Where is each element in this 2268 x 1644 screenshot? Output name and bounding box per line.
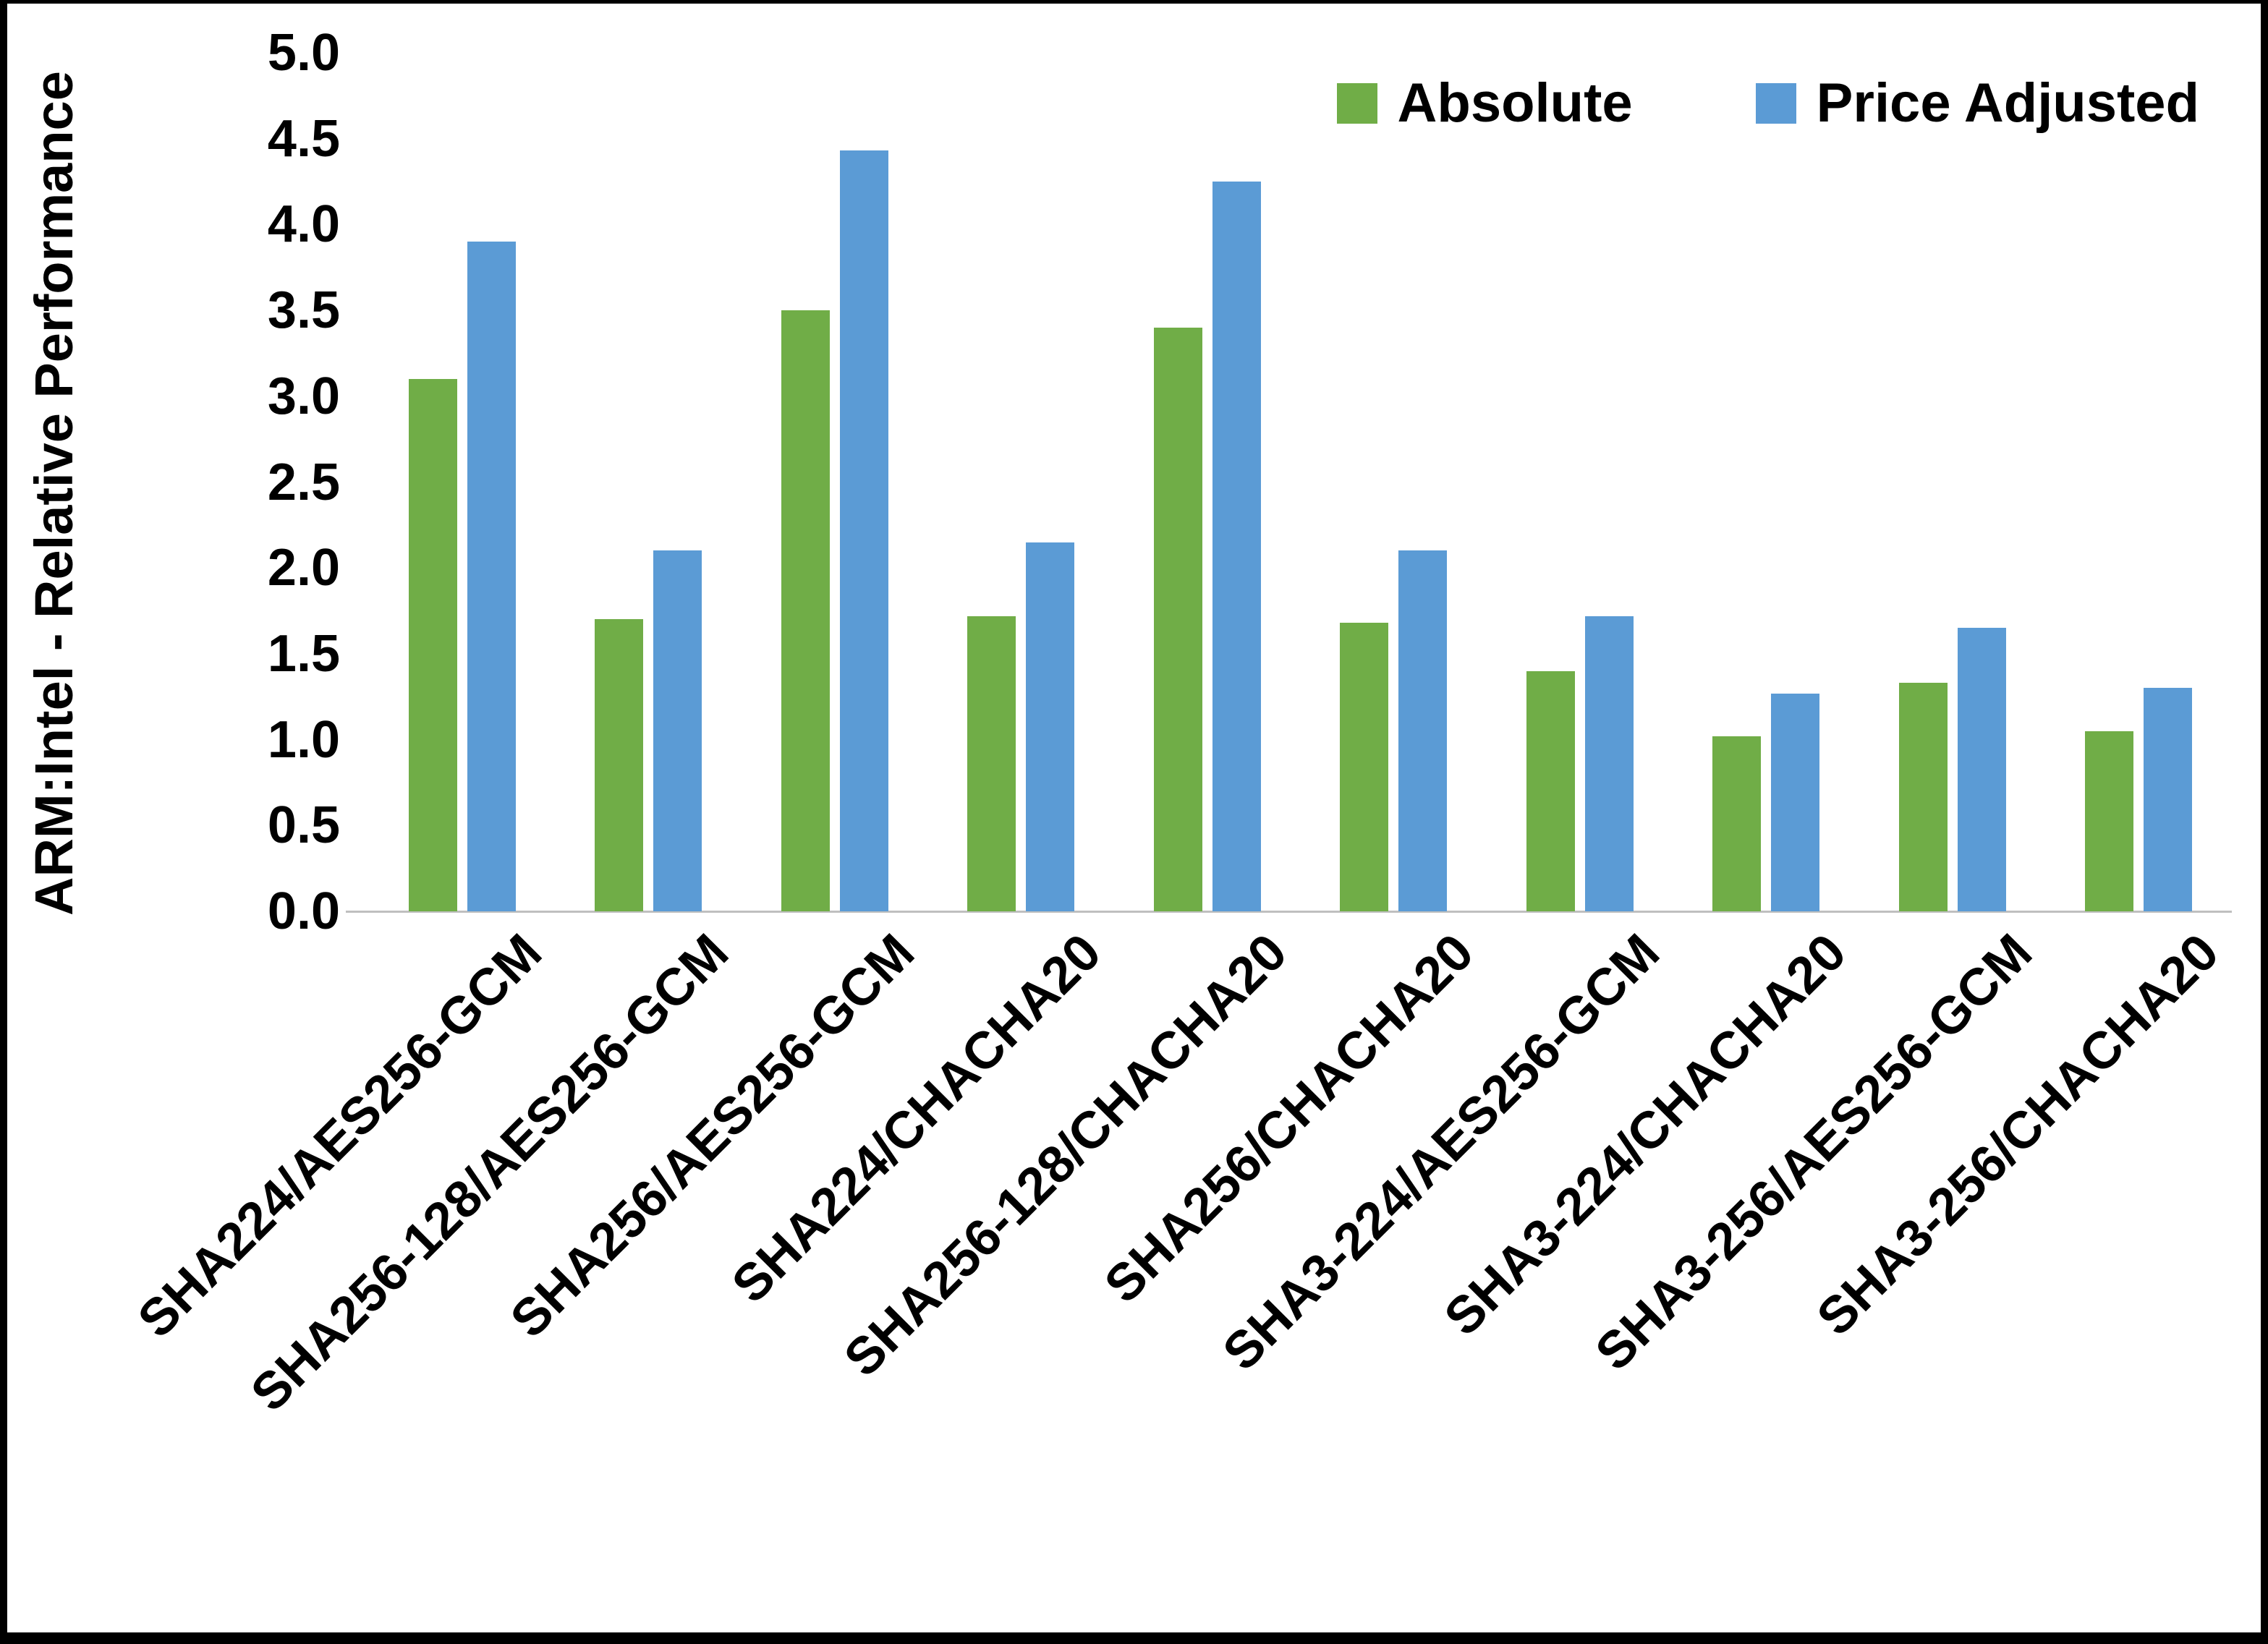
y-tick-label: 3.5 (267, 281, 340, 340)
bar-price-adjusted (1212, 182, 1261, 911)
legend: Absolute Price Adjusted (1336, 72, 2199, 134)
y-tick-label: 0.0 (267, 882, 340, 940)
bar-absolute (1526, 670, 1575, 911)
bar-group (556, 53, 742, 911)
bar-group (1673, 53, 1860, 911)
bar-absolute (967, 616, 1016, 911)
bar-absolute (595, 619, 644, 911)
bar-group (1859, 53, 2046, 911)
bar-absolute (1340, 623, 1389, 911)
bar-price-adjusted (1771, 693, 1820, 911)
x-axis-label: SHA256/CHACHA20 (1093, 923, 1485, 1314)
y-tick-label: 2.5 (267, 453, 340, 511)
bar-group (742, 53, 928, 911)
x-axis-label: SHA224/CHACHA20 (721, 923, 1113, 1314)
legend-item-absolute: Absolute (1336, 72, 1633, 134)
bar-absolute (408, 379, 457, 911)
y-tick-label: 1.0 (267, 710, 340, 769)
y-axis-ticks: 5.0 4.5 4.0 3.5 3.0 2.5 2.0 1.5 1.0 0.5 0.0 (101, 27, 340, 937)
y-tick-label: 2.0 (267, 539, 340, 597)
bar-price-adjusted (839, 150, 888, 911)
legend-label: Price Adjusted (1816, 72, 2199, 134)
y-tick-label: 4.5 (267, 109, 340, 168)
bar-price-adjusted (467, 242, 516, 911)
bar-absolute (2085, 731, 2134, 911)
bar-group (928, 53, 1115, 911)
bar-group (1301, 53, 1487, 911)
x-axis-line (346, 911, 2232, 913)
y-tick-label: 0.5 (267, 796, 340, 855)
bar-group (369, 53, 556, 911)
y-tick-label: 5.0 (267, 24, 340, 82)
legend-label: Absolute (1397, 72, 1633, 134)
bar-absolute (781, 310, 830, 911)
plot-area (346, 53, 2233, 913)
bar-price-adjusted (2144, 688, 2193, 911)
bar-price-adjusted (653, 550, 702, 911)
bar-absolute (1712, 736, 1762, 911)
legend-item-price-adjusted: Price Adjusted (1755, 72, 2199, 134)
bar-price-adjusted (1398, 550, 1448, 911)
bar-price-adjusted (1026, 542, 1075, 911)
y-tick-label: 4.0 (267, 195, 340, 254)
y-tick-label: 1.5 (267, 624, 340, 683)
bar-absolute (1898, 683, 1948, 911)
bar-group (1487, 53, 1673, 911)
legend-swatch-icon (1755, 83, 1796, 124)
bar-price-adjusted (1957, 628, 2006, 911)
bar-absolute (1153, 327, 1202, 911)
legend-swatch-icon (1336, 83, 1377, 124)
y-axis-title: ARM:Intel - Relative Performance (24, 71, 84, 916)
y-tick-label: 3.0 (267, 367, 340, 425)
bar-group (1114, 53, 1301, 911)
bar-group (2046, 53, 2233, 911)
x-axis-labels: SHA224/AES256-GCM SHA256-128/AES256-GCM SH… (127, 923, 2232, 1531)
bar-price-adjusted (1584, 616, 1634, 911)
